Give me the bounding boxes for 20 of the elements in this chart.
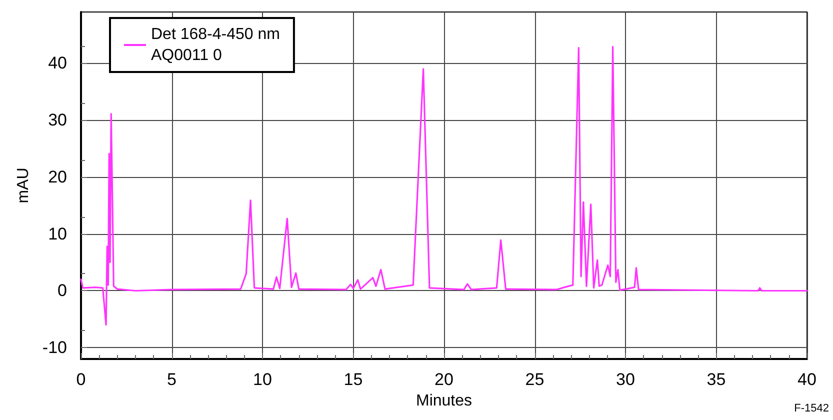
x-tick-label: 15 xyxy=(344,370,363,389)
y-tick-label: -10 xyxy=(42,338,67,358)
x-tick-label: 20 xyxy=(434,370,454,389)
y-tick-label: 10 xyxy=(48,224,67,244)
text: F-1542 xyxy=(794,402,830,414)
x-axis-title: Minutes xyxy=(416,392,472,410)
x-tick-label: 0 xyxy=(76,370,86,389)
x-tick-label: 30 xyxy=(616,370,635,389)
y-tick-label: 20 xyxy=(48,167,67,186)
line-series xyxy=(80,46,808,326)
x-tick-label: 35 xyxy=(706,370,726,389)
x-tick-label: 10 xyxy=(253,370,272,389)
y-axis-title: mAU xyxy=(15,168,32,204)
x-tick-label: 5 xyxy=(167,370,176,389)
legend-label: Det 168-4-450 nm AQ0011 0 xyxy=(151,26,280,64)
y-tick-label: 30 xyxy=(48,110,67,130)
x-tick-label: 40 xyxy=(798,370,816,389)
x-tick-label: 25 xyxy=(525,370,544,389)
y-tick-label: 40 xyxy=(48,54,67,73)
y-tick-label: 0 xyxy=(58,281,67,300)
